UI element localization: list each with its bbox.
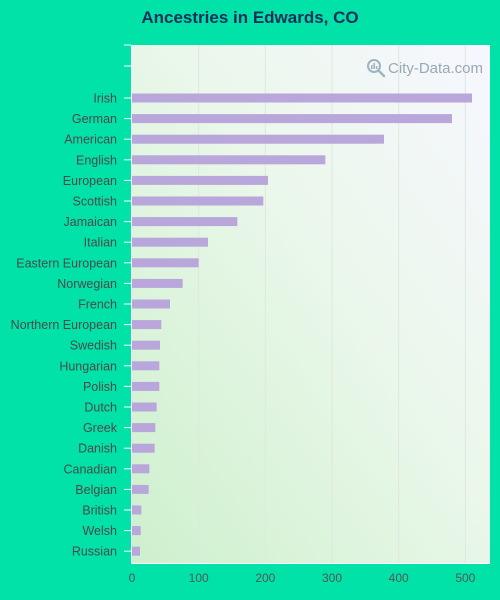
bar (132, 114, 452, 124)
category-label: Scottish (73, 195, 118, 209)
bar (132, 196, 264, 206)
bar (132, 464, 150, 474)
watermark: City-Data.com (366, 58, 483, 78)
watermark-text: City-Data.com (388, 59, 484, 77)
category-label: Northern European (11, 318, 117, 332)
category-label: Italian (84, 236, 117, 250)
category-label: British (82, 504, 117, 518)
x-tick-labels: 0 100 200 300 400 500 (129, 571, 476, 585)
x-tick-label: 100 (189, 571, 209, 585)
category-label: Jamaican (64, 215, 118, 229)
category-label: English (76, 153, 117, 167)
bar (132, 505, 142, 515)
x-tick-label: 400 (389, 571, 409, 585)
bar (132, 175, 268, 185)
bar (132, 299, 170, 309)
bar (132, 320, 162, 330)
category-label: Norwegian (57, 277, 117, 291)
bar (132, 402, 157, 412)
plot-area (132, 45, 490, 563)
category-label: French (78, 298, 117, 312)
category-label: Belgian (75, 483, 117, 497)
y-tick-marks (124, 44, 131, 552)
category-label: Hungarian (59, 359, 117, 373)
category-labels: Irish German American English European Scotti… (11, 92, 118, 559)
bar (132, 423, 156, 433)
bar (132, 237, 208, 247)
chart-title: Ancestries in Edwards, CO (141, 8, 359, 27)
category-label: Danish (78, 442, 117, 456)
bar (132, 526, 141, 536)
category-label: Greek (83, 421, 118, 435)
x-tick-label: 200 (255, 571, 275, 585)
magnifier-icon (367, 59, 386, 78)
x-tick-label: 300 (322, 571, 342, 585)
bar (132, 155, 326, 165)
bar (132, 546, 140, 556)
category-label: European (63, 174, 117, 188)
bar (132, 93, 472, 103)
category-label: German (72, 112, 117, 126)
category-label: Dutch (84, 401, 117, 415)
bar (132, 443, 155, 453)
bars (132, 93, 472, 556)
bar (132, 278, 183, 288)
bar (132, 134, 384, 144)
category-label: Polish (83, 380, 117, 394)
grid-lines (198, 45, 466, 563)
category-label: Russian (72, 545, 117, 559)
category-label: Swedish (70, 339, 117, 353)
category-label: Irish (93, 92, 117, 106)
bar (132, 381, 160, 391)
x-tick-label: 0 (129, 571, 136, 585)
bar (132, 484, 149, 494)
category-label: Welsh (82, 524, 117, 538)
bar (132, 340, 160, 350)
x-tick-label: 500 (455, 571, 475, 585)
bar (132, 258, 199, 268)
category-label: American (64, 133, 117, 147)
category-label: Eastern European (16, 256, 117, 270)
bar (132, 217, 238, 227)
category-label: Canadian (63, 462, 117, 476)
bar (132, 361, 160, 371)
